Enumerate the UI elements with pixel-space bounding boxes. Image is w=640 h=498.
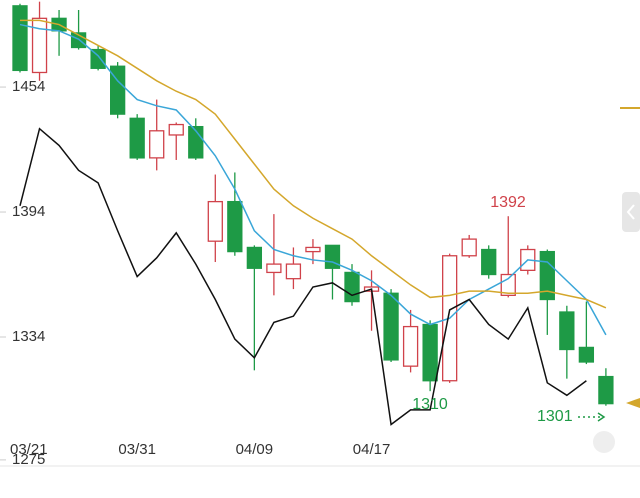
candle-body xyxy=(598,375,614,405)
expand-button[interactable] xyxy=(593,431,615,453)
candle-body xyxy=(578,346,595,363)
y-tick-label: 1454 xyxy=(12,78,45,95)
moving-average-line xyxy=(19,127,587,426)
annotation: 1301 xyxy=(537,408,573,425)
x-tick-label: 03/21 xyxy=(10,441,48,458)
candle-body xyxy=(207,200,223,242)
candle-body xyxy=(31,17,48,74)
handle-arrow xyxy=(626,204,635,220)
candle-body xyxy=(559,311,575,351)
annotation: 1392 xyxy=(490,194,526,211)
candle-body xyxy=(149,130,165,159)
candle-body xyxy=(461,238,477,257)
annotation: 1310 xyxy=(412,396,448,413)
moving-average-line xyxy=(19,23,607,336)
candle-body xyxy=(227,200,243,253)
side-handle[interactable] xyxy=(622,192,640,232)
candle-body xyxy=(402,325,419,367)
candle-body xyxy=(285,263,302,280)
candle-body xyxy=(481,248,497,276)
candle-body xyxy=(383,292,399,361)
candle-body xyxy=(324,244,341,269)
y-tick-label: 1334 xyxy=(12,328,45,345)
candle-body xyxy=(246,246,263,269)
y-tick-label: 1394 xyxy=(12,203,45,220)
candle-body xyxy=(90,48,106,69)
annotation-arrowhead xyxy=(597,412,606,422)
candle-body xyxy=(266,263,282,274)
candle-body xyxy=(129,117,145,159)
candle-body xyxy=(12,5,28,72)
x-tick-label: 04/17 xyxy=(353,441,391,458)
x-tick-label: 04/09 xyxy=(236,441,274,458)
candle-body xyxy=(422,323,438,382)
y-tick-label: 1275 xyxy=(12,451,45,468)
candle-body xyxy=(110,65,126,115)
candle-body xyxy=(539,250,555,301)
x-tick-label: 03/31 xyxy=(118,441,156,458)
moving-average-line xyxy=(20,19,607,309)
candle-body xyxy=(344,271,360,303)
price-pointer xyxy=(626,398,640,408)
candle-body xyxy=(168,123,184,136)
candle-body xyxy=(305,246,321,253)
